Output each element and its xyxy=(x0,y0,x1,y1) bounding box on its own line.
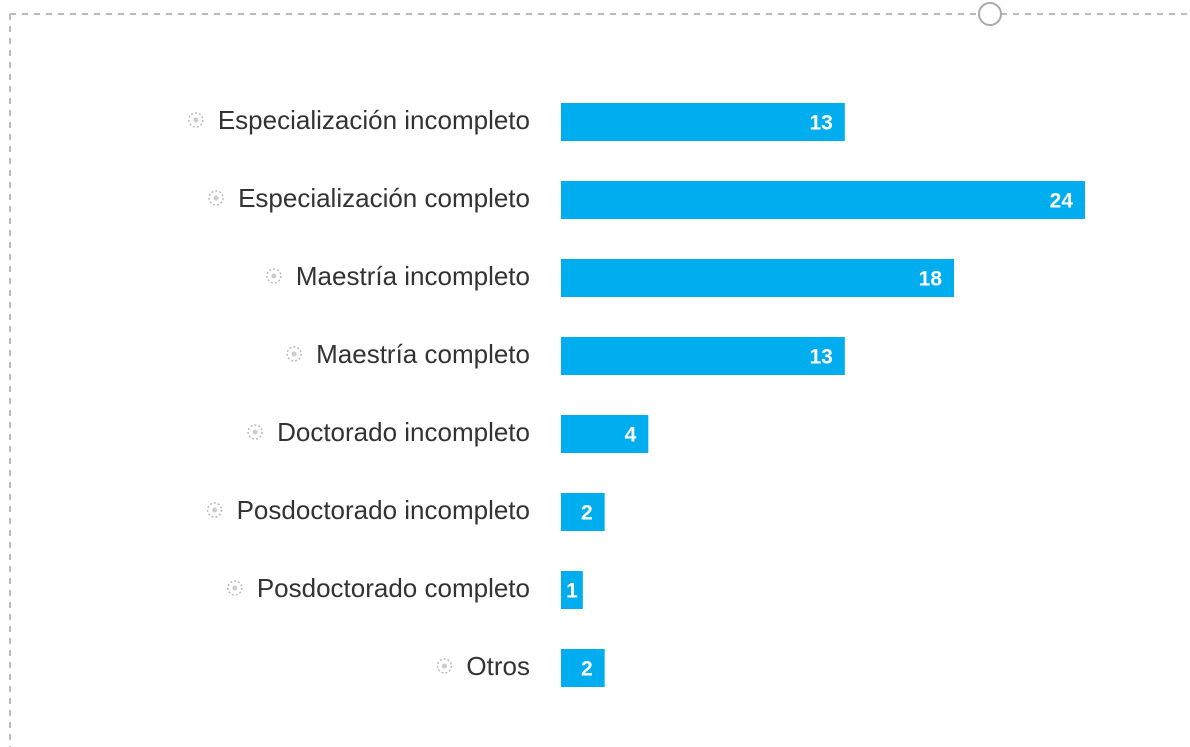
frame-knob xyxy=(978,2,1002,26)
bar xyxy=(561,571,583,609)
legend-icon-dot xyxy=(232,585,238,591)
frame xyxy=(9,13,1190,747)
value-label: 18 xyxy=(919,268,943,291)
category-label: Posdoctorado completo xyxy=(257,573,530,603)
legend-icon-dot xyxy=(441,663,447,669)
value-label: 2 xyxy=(581,658,593,681)
category-label: Maestría incompleto xyxy=(296,261,530,291)
bar xyxy=(561,649,605,687)
category-label: Otros xyxy=(466,651,530,681)
legend-icon-dot xyxy=(252,429,258,435)
legend-icon-dot xyxy=(291,351,297,357)
value-label: 24 xyxy=(1050,190,1074,213)
bar xyxy=(561,181,1085,219)
value-label: 13 xyxy=(809,112,832,135)
legend-icon xyxy=(206,502,223,518)
legend-icon xyxy=(436,658,453,674)
category-label: Especialización incompleto xyxy=(218,105,530,135)
legend-icon-dot xyxy=(271,273,277,279)
bar xyxy=(561,103,845,141)
legend-icon-dot xyxy=(193,117,199,123)
legend-icon-dot xyxy=(212,507,218,513)
category-label: Posdoctorado incompleto xyxy=(237,495,530,525)
legend-icon xyxy=(227,580,243,596)
legend-icon xyxy=(208,190,224,206)
bar xyxy=(561,415,649,453)
category-label: Maestría completo xyxy=(316,339,530,369)
value-label: 13 xyxy=(809,346,832,369)
bar xyxy=(561,493,605,531)
value-label: 4 xyxy=(625,424,637,447)
legend-icon xyxy=(266,268,282,284)
bar xyxy=(561,337,845,375)
legend-icon xyxy=(286,346,302,362)
value-label: 2 xyxy=(581,502,593,525)
legend-icon-dot xyxy=(213,195,219,201)
category-label: Especialización completo xyxy=(238,183,530,213)
bar xyxy=(561,259,954,297)
value-label: 1 xyxy=(566,580,578,603)
legend-icon xyxy=(188,112,204,128)
category-label: Doctorado incompleto xyxy=(277,417,530,447)
legend-icon xyxy=(247,424,263,440)
